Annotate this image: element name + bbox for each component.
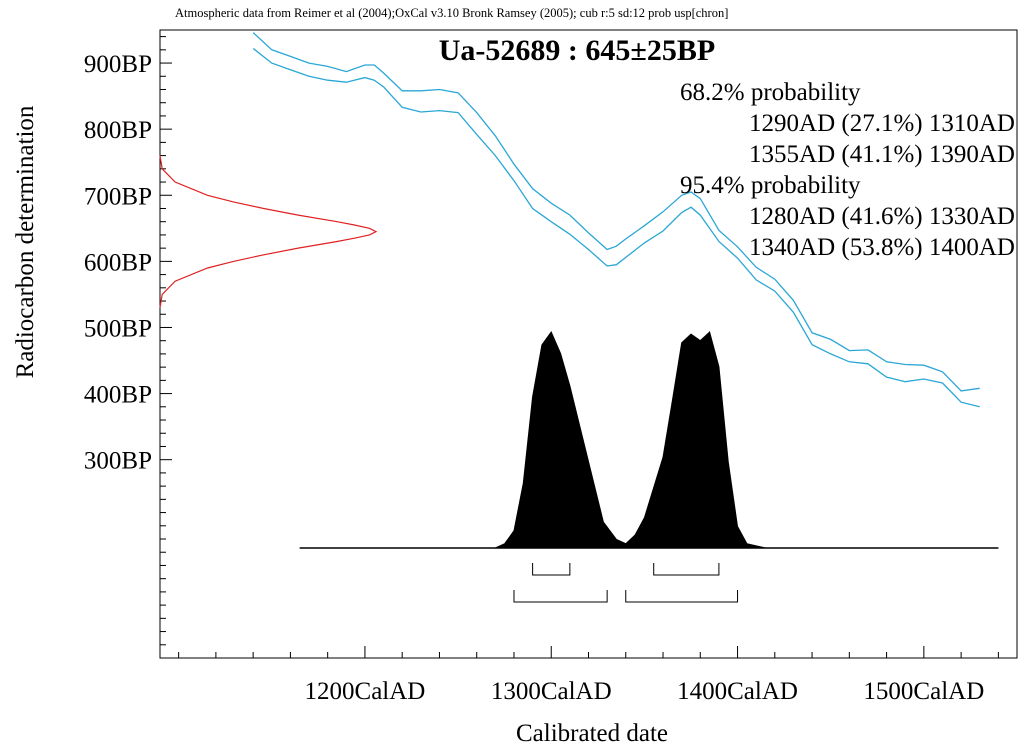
probability-heading: 95.4% probability <box>680 172 861 199</box>
x-tick-label: 1500CalAD <box>863 678 984 705</box>
x-tick-label: 1200CalAD <box>305 678 426 705</box>
range-bracket-68 <box>532 563 571 576</box>
range-bracket-95 <box>513 590 608 603</box>
probability-range: 1355AD (41.1%) 1390AD <box>749 141 1015 168</box>
header-text: Atmospheric data from Reimer et al (2004… <box>175 6 728 20</box>
probability-distribution <box>299 330 999 549</box>
probability-heading: 68.2% probability <box>680 79 861 106</box>
x-axis-label: Calibrated date <box>516 720 668 747</box>
probability-range: 1340AD (53.8%) 1400AD <box>749 234 1015 261</box>
y-tick-label: 800BP <box>84 117 152 144</box>
probability-range: 1290AD (27.1%) 1310AD <box>749 110 1015 137</box>
probability-range: 1280AD (41.6%) 1330AD <box>749 203 1015 230</box>
calibration-curve-lower <box>252 47 980 408</box>
y-tick-label: 700BP <box>84 183 152 210</box>
y-tick-label: 500BP <box>84 315 152 342</box>
y-axis-label: Radiocarbon determination <box>12 105 39 378</box>
x-tick-label: 1400CalAD <box>677 678 798 705</box>
range-bracket-95 <box>625 590 739 603</box>
calibration-curve-upper <box>252 32 980 392</box>
y-tick-label: 400BP <box>84 382 152 409</box>
range-bracket-68 <box>653 563 720 576</box>
y-tick-label: 600BP <box>84 249 152 276</box>
chart-title: Ua-52689 : 645±25BP <box>439 34 715 67</box>
measurement-curve <box>159 155 378 308</box>
x-tick-label: 1300CalAD <box>491 678 612 705</box>
y-tick-label: 900BP <box>84 51 152 78</box>
y-tick-label: 300BP <box>84 448 152 475</box>
